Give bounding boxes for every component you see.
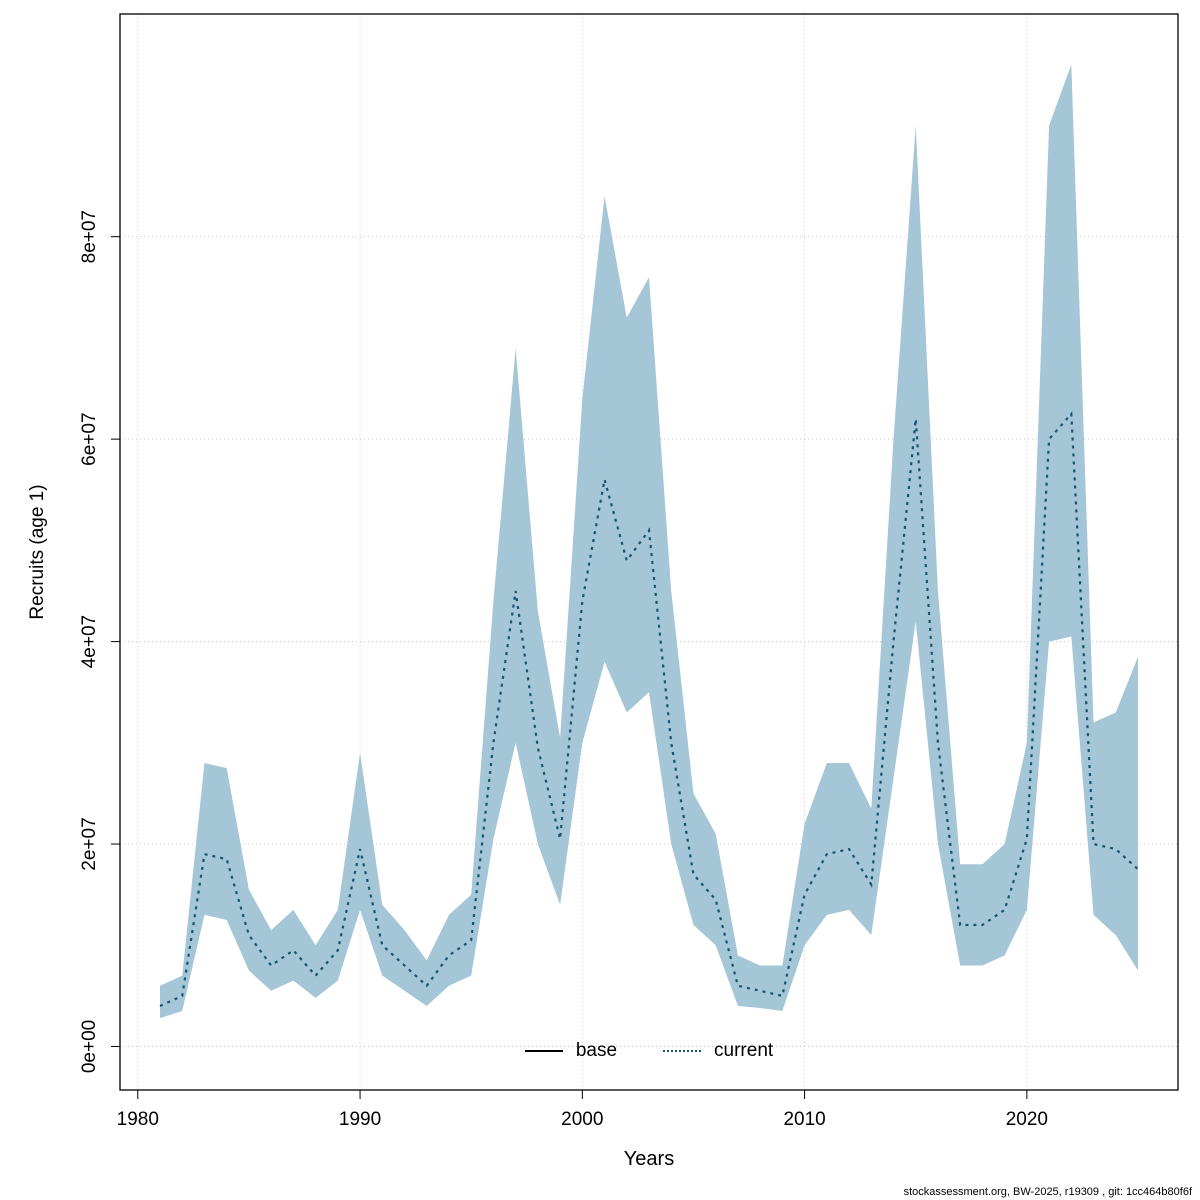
current-line-sample — [663, 1050, 702, 1052]
y-tick-label: 2e+07 — [79, 817, 100, 870]
plot-border — [119, 13, 1179, 1091]
current-line — [159, 411, 1139, 1007]
x-tick-label: 2000 — [561, 1109, 603, 1130]
legend-label-base: base — [575, 1040, 618, 1061]
confidence-band — [160, 64, 1138, 1019]
footer-version-text: stockassessment.org, BW-2025, r19309 , g… — [903, 1186, 1192, 1198]
x-tick-label: 2010 — [783, 1109, 825, 1130]
legend-label-current: current — [714, 1040, 774, 1061]
y-tick-label: 6e+07 — [79, 412, 100, 465]
base-line-sample — [524, 1050, 563, 1052]
x-axis-label: Years — [623, 1148, 675, 1170]
x-tick-label: 1990 — [339, 1109, 381, 1130]
y-tick-label: 0e+00 — [79, 1020, 100, 1073]
legend-item-current: current — [663, 1040, 773, 1062]
y-axis-label: Recruits (age 1) — [27, 484, 48, 620]
y-tick-label: 4e+07 — [79, 615, 100, 668]
legend: base current — [120, 1040, 1178, 1062]
axis-ticks: 1980 1990 2000 2010 2020 0e+00 2e+07 4e+07 6e+07… — [79, 210, 1048, 1130]
x-tick-label: 1980 — [117, 1109, 159, 1130]
x-tick-label: 2020 — [1006, 1109, 1048, 1130]
legend-item-base: base — [524, 1040, 618, 1062]
y-tick-label: 8e+07 — [79, 210, 100, 263]
